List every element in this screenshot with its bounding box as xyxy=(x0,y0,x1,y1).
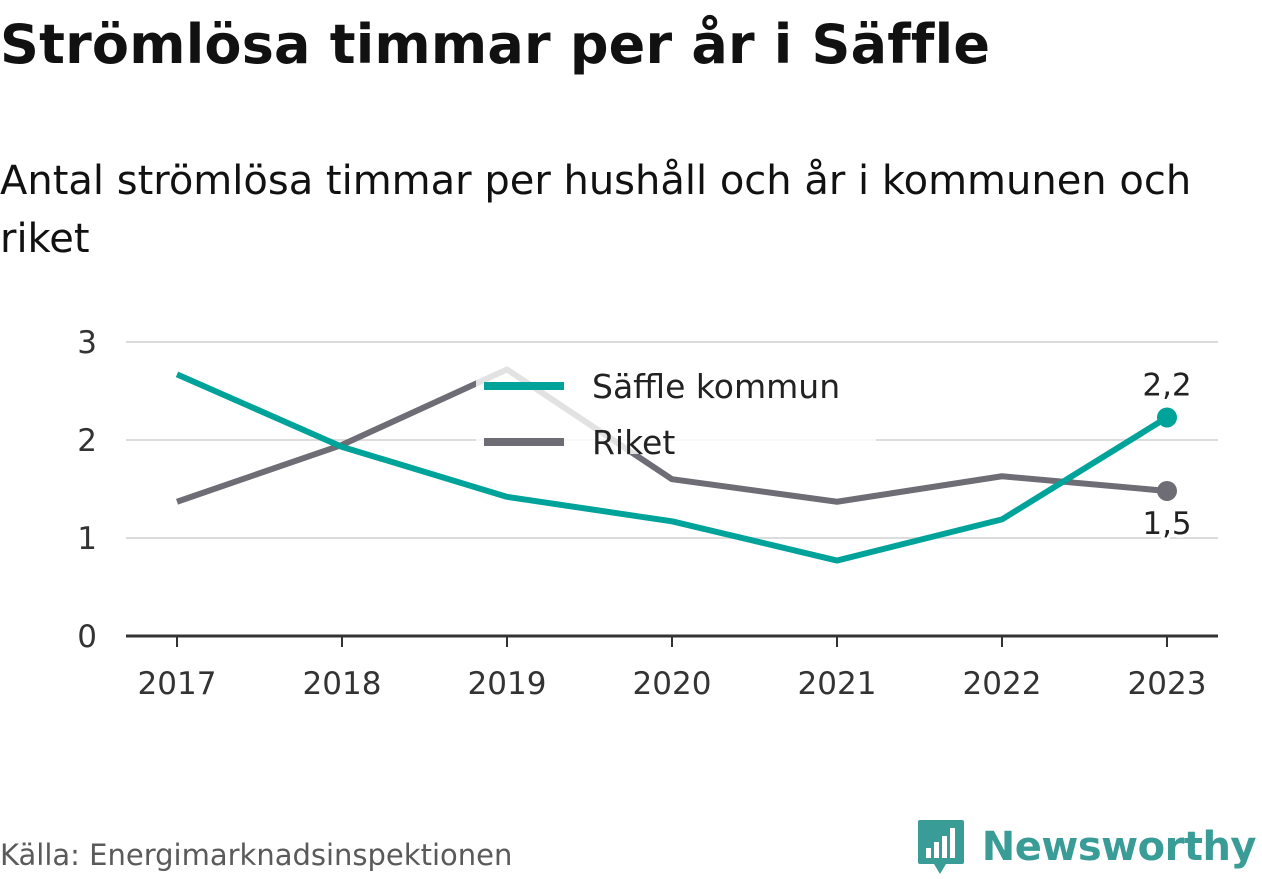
brand-logo: Newsworthy xyxy=(916,818,1257,876)
line-chart: 0 1 2 3 2017 2018 2019 2020 2021 2022 2023 Säffle … xyxy=(77,325,1218,702)
end-point-marker xyxy=(1157,407,1177,428)
brand-name: Newsworthy xyxy=(981,824,1257,870)
axis-ticks: 0 1 2 3 2017 2018 2019 2020 2021 2022 2023 xyxy=(77,325,1206,702)
legend-label: Riket xyxy=(592,423,675,462)
x-tick-label: 2023 xyxy=(1128,666,1207,702)
source-note: Källa: Energimarknadsinspektionen xyxy=(0,838,513,872)
y-tick-label: 2 xyxy=(77,423,97,459)
chart-title: Strömlösa timmar per år i Säffle xyxy=(0,13,991,76)
x-tick-label: 2018 xyxy=(303,666,382,702)
legend-label: Säffle kommun xyxy=(592,367,840,406)
bar-chart-icon xyxy=(917,820,964,874)
y-tick-label: 3 xyxy=(77,325,97,361)
x-tick-label: 2019 xyxy=(468,666,547,702)
x-tick-label: 2020 xyxy=(633,666,712,702)
legend: Säffle kommun Riket xyxy=(476,362,876,462)
x-tick-label: 2017 xyxy=(138,666,217,702)
series-lines xyxy=(175,366,1169,564)
end-point-marker xyxy=(1157,480,1177,501)
x-tick-label: 2022 xyxy=(963,666,1042,702)
end-value-label: 2,2 xyxy=(1142,367,1191,403)
series-line-saffle xyxy=(175,371,1169,564)
x-tick-label: 2021 xyxy=(798,666,877,702)
y-tick-label: 1 xyxy=(77,521,97,557)
data-labels: 2,2 1,5 xyxy=(1139,364,1194,545)
chart-subtitle: Antal strömlösa timmar per hushåll och å… xyxy=(0,158,1192,262)
y-tick-label: 0 xyxy=(77,619,97,655)
end-value-label: 1,5 xyxy=(1142,506,1191,542)
